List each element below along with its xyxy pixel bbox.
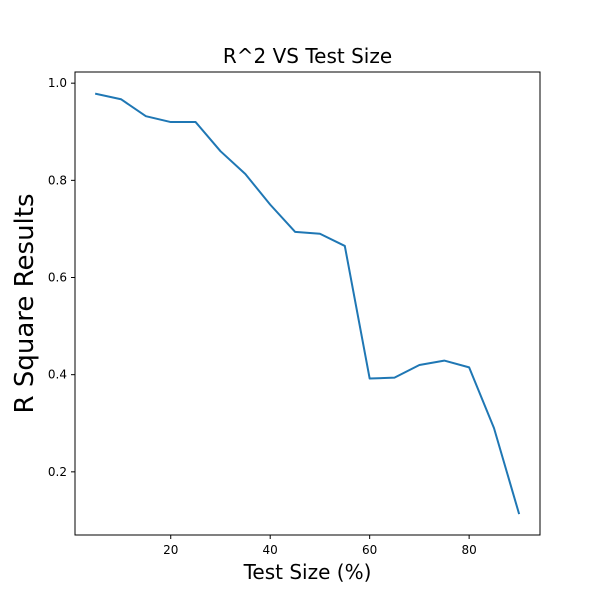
series-line [94, 92, 521, 515]
x-tick-label: 40 [263, 543, 278, 557]
y-tick-label: 0.4 [48, 368, 67, 382]
x-tick-label: 80 [461, 543, 476, 557]
y-tick-label: 0.2 [48, 465, 67, 479]
y-tick-label: 0.6 [48, 271, 67, 285]
y-axis-label: R Square Results [10, 193, 40, 413]
x-axis-label: Test Size (%) [243, 560, 372, 584]
y-tick-label: 0.8 [48, 173, 67, 187]
axes-frame [74, 71, 541, 536]
y-tick-label: 1.0 [48, 76, 67, 90]
x-tick-label: 20 [163, 543, 178, 557]
chart-title: R^2 VS Test Size [223, 44, 392, 68]
x-tick-label: 60 [362, 543, 377, 557]
plot-area: 20 40 60 80 0.2 0.4 0.6 0.8 1.0 [48, 76, 521, 557]
